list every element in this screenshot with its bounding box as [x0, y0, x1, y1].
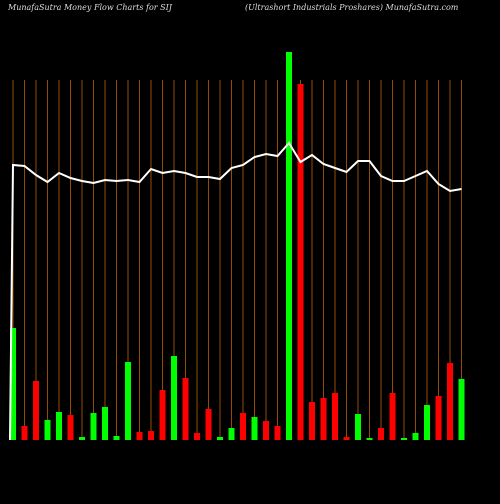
bar	[378, 428, 384, 440]
bar	[228, 428, 235, 440]
money-flow-line	[9, 141, 462, 441]
bar	[366, 438, 373, 440]
bar	[263, 421, 269, 440]
bar	[217, 437, 223, 440]
bar	[332, 393, 338, 440]
bar	[297, 84, 304, 440]
bar	[136, 432, 143, 440]
bar	[90, 413, 97, 440]
bar	[205, 409, 212, 440]
bar	[355, 414, 361, 440]
bar	[424, 405, 430, 440]
chart-subtitle: (Ultrashort Industrials Proshares) Munaf…	[245, 3, 459, 12]
bar	[274, 426, 281, 440]
bar	[67, 415, 74, 440]
bar	[389, 393, 396, 440]
bar	[251, 417, 258, 440]
bar	[171, 356, 177, 440]
bar	[286, 52, 292, 440]
bar	[401, 438, 407, 440]
bar	[447, 363, 453, 440]
bar	[458, 379, 465, 440]
bar	[412, 433, 419, 440]
bar	[435, 396, 442, 440]
bar	[79, 437, 85, 440]
bar	[102, 407, 108, 440]
bar	[21, 426, 28, 440]
bar	[343, 437, 350, 440]
chart-title: MunafaSutra Money Flow Charts for SIJ	[7, 3, 173, 12]
bar	[320, 398, 327, 440]
bar	[56, 412, 62, 440]
bar	[182, 378, 189, 440]
bar	[125, 362, 131, 440]
bar	[148, 431, 154, 440]
bar	[159, 390, 166, 440]
bar	[113, 436, 120, 440]
bar	[10, 328, 16, 440]
bar	[240, 413, 246, 440]
bar	[44, 420, 51, 440]
bar	[194, 433, 200, 440]
bar	[33, 381, 39, 440]
bar	[309, 402, 315, 440]
